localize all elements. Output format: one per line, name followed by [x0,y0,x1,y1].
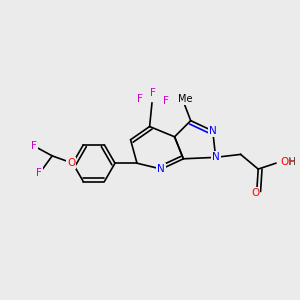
Text: F: F [36,169,42,178]
Text: N: N [209,126,217,136]
Text: F: F [31,141,37,151]
Text: N: N [212,152,220,162]
Text: H: H [289,158,296,167]
Text: F: F [137,94,142,103]
Text: Me: Me [178,94,192,103]
Text: N: N [158,164,165,174]
Text: F: F [163,96,169,106]
Text: F: F [150,88,156,98]
Text: O: O [251,188,260,198]
Text: OH: OH [280,157,296,167]
Text: O: O [67,158,75,168]
